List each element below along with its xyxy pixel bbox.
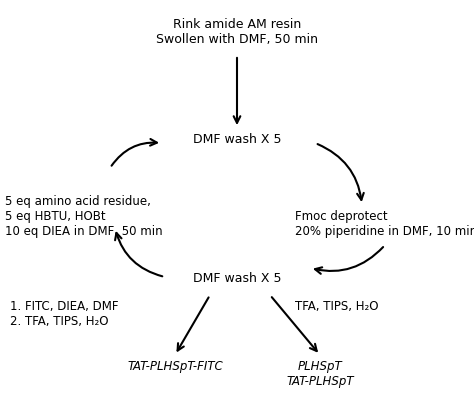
Text: DMF wash X 5: DMF wash X 5 <box>193 133 281 146</box>
Text: 1. FITC, DIEA, DMF
2. TFA, TIPS, H₂O: 1. FITC, DIEA, DMF 2. TFA, TIPS, H₂O <box>10 300 118 328</box>
Text: PLHSpT
TAT-PLHSpT: PLHSpT TAT-PLHSpT <box>286 360 354 388</box>
Text: DMF wash X 5: DMF wash X 5 <box>193 272 281 285</box>
Text: TFA, TIPS, H₂O: TFA, TIPS, H₂O <box>295 300 379 313</box>
Text: 5 eq amino acid residue,
5 eq HBTU, HOBt
10 eq DIEA in DMF, 50 min: 5 eq amino acid residue, 5 eq HBTU, HOBt… <box>5 195 163 238</box>
Text: Rink amide AM resin
Swollen with DMF, 50 min: Rink amide AM resin Swollen with DMF, 50… <box>156 18 318 46</box>
Text: TAT-PLHSpT-FITC: TAT-PLHSpT-FITC <box>127 360 223 373</box>
Text: Fmoc deprotect
20% piperidine in DMF, 10 min x 2: Fmoc deprotect 20% piperidine in DMF, 10… <box>295 210 474 238</box>
